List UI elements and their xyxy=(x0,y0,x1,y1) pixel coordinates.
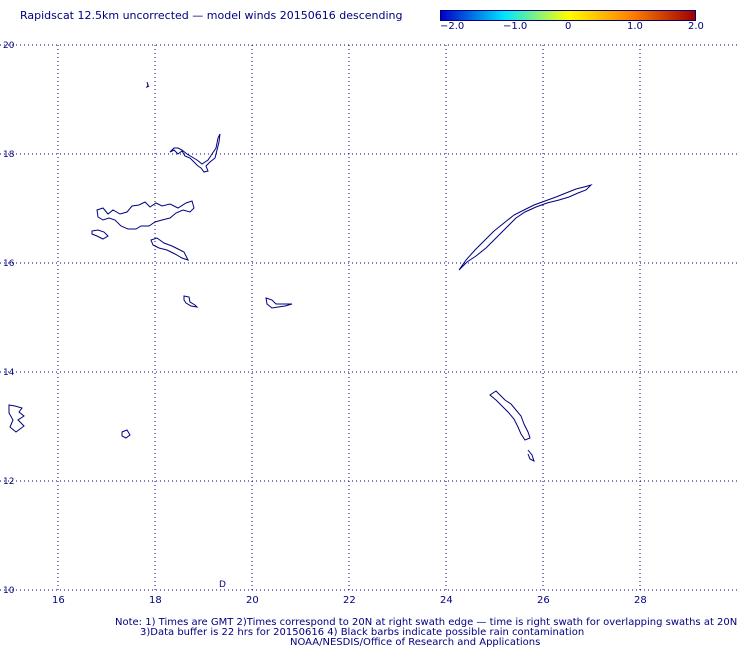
coast-islet-west xyxy=(91,229,109,240)
footnote-line-3: NOAA/NESDIS/Office of Research and Appli… xyxy=(290,637,541,648)
y-tick-label: 16 xyxy=(3,259,15,269)
y-tick-label: 14 xyxy=(3,368,15,378)
coast-east-island xyxy=(489,390,531,441)
colorbar-label-neg1: −1.0 xyxy=(503,21,528,32)
coast-east-tail xyxy=(527,449,535,462)
x-tick-label: 28 xyxy=(634,595,647,606)
footnote-line-1: Note: 1) Times are GMT 2)Times correspon… xyxy=(115,617,738,628)
coast-peloponnese xyxy=(96,200,195,230)
coast-west-edge xyxy=(8,404,25,433)
coast-mark-north xyxy=(145,81,150,89)
coast-islet-1 xyxy=(183,295,199,308)
colorbar-label-max: 2.0 xyxy=(688,21,704,32)
colorbar xyxy=(440,10,696,21)
coast-coastline-ne xyxy=(458,183,593,271)
y-tick-label: 18 xyxy=(3,150,15,160)
x-tick-labels: 16 18 20 22 24 26 28 xyxy=(52,595,647,606)
map-small-mark: D xyxy=(219,580,226,590)
x-tick-label: 22 xyxy=(343,595,356,606)
gridlines xyxy=(0,44,740,591)
coast-islet-2 xyxy=(265,297,293,309)
colorbar-label-pos1: 1.0 xyxy=(627,21,643,32)
x-tick-label: 20 xyxy=(246,595,259,606)
coast-islet-south xyxy=(150,237,189,261)
y-tick-label: 20 xyxy=(3,41,15,51)
coast-crete xyxy=(169,133,221,173)
y-tick-label: 10 xyxy=(3,586,15,596)
y-tick-label: 12 xyxy=(3,477,14,487)
x-tick-label: 26 xyxy=(537,595,550,606)
y-tick-labels: 10 12 14 16 18 20 xyxy=(3,41,15,596)
colorbar-label-min: −2.0 xyxy=(440,21,465,32)
footnote-line-2: 3)Data buffer is 22 hrs for 20150616 4) … xyxy=(140,627,585,638)
x-tick-label: 18 xyxy=(149,595,162,606)
coastlines xyxy=(8,81,593,462)
x-tick-label: 24 xyxy=(440,595,453,606)
colorbar-label-zero: 0 xyxy=(565,21,572,32)
x-tick-label: 16 xyxy=(52,595,65,606)
coast-small-islet xyxy=(121,429,131,439)
map-title: Rapidscat 12.5km uncorrected — model win… xyxy=(20,9,403,22)
